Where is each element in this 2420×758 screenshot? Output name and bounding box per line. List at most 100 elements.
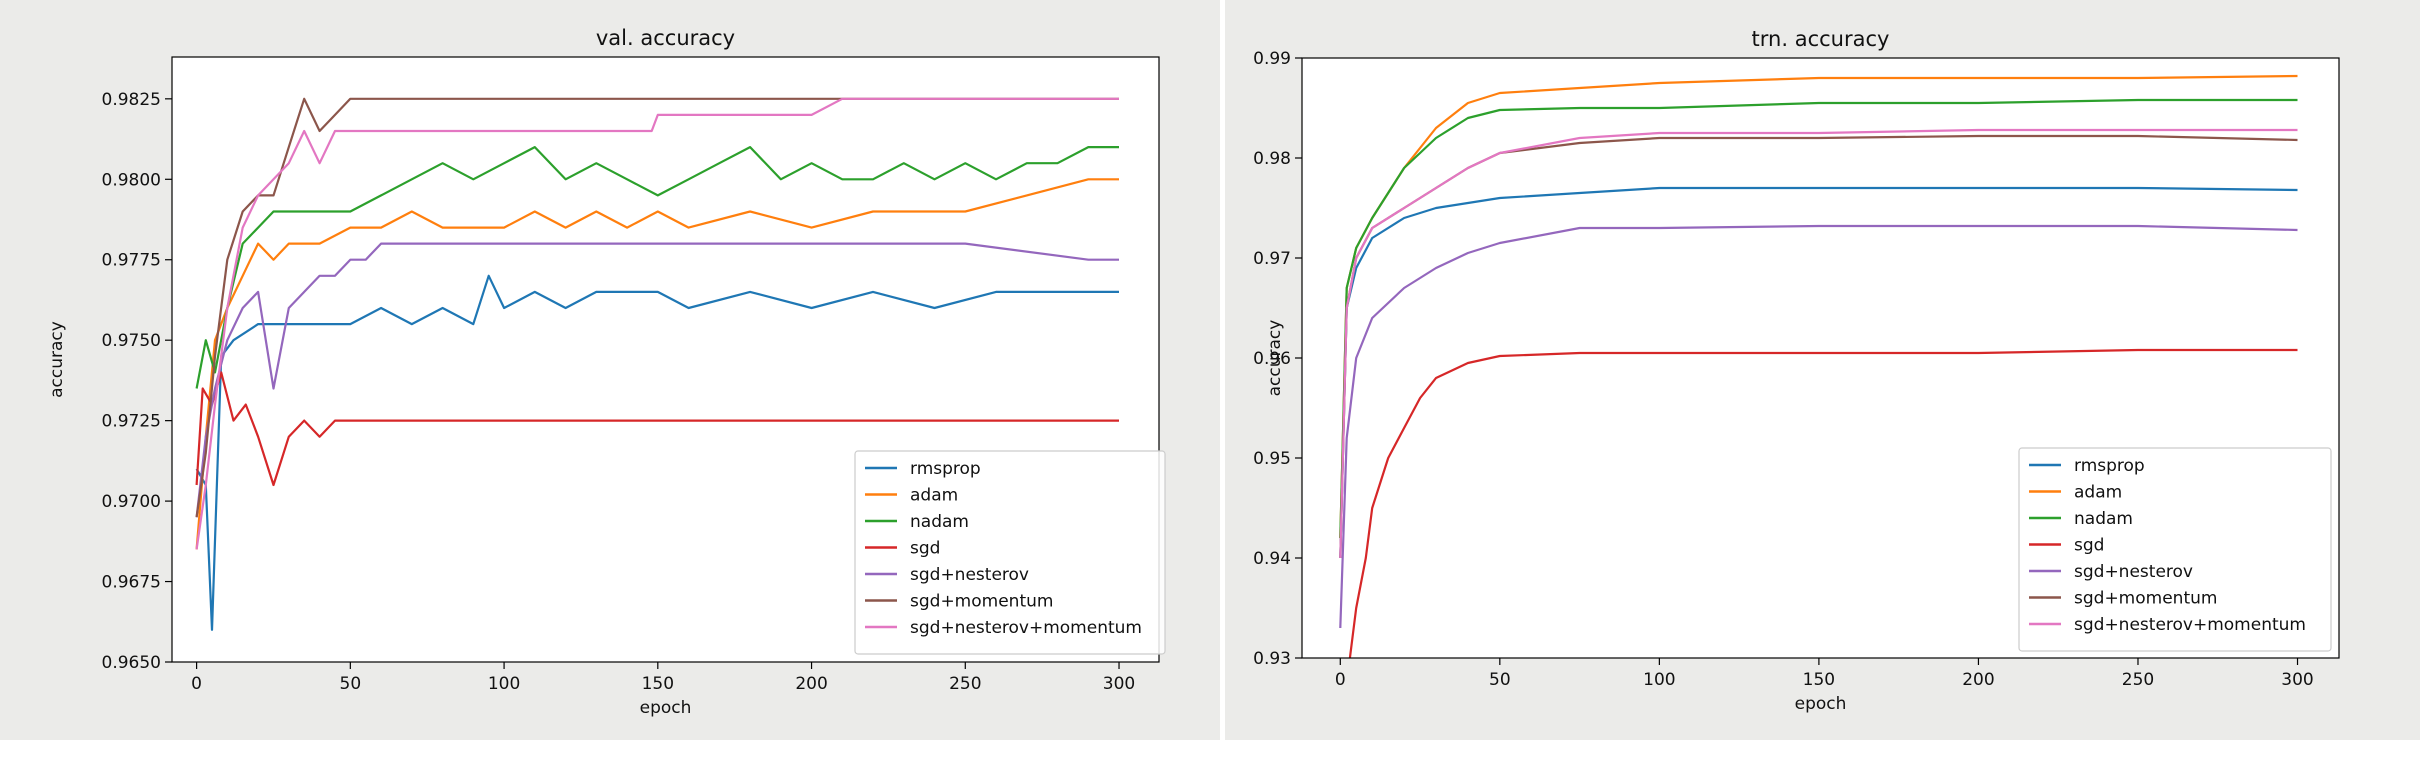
y-axis-label: accuracy <box>47 321 67 398</box>
x-tick-label: 250 <box>949 674 981 694</box>
y-tick: 0.9825 <box>102 90 172 110</box>
x-tick: 150 <box>1803 658 1835 690</box>
legend-item: sgd+momentum <box>2029 589 2217 609</box>
legend-label: adam <box>910 486 958 506</box>
x-tick: 100 <box>488 662 520 694</box>
x-tick: 200 <box>795 662 828 694</box>
legend-item: adam <box>2029 483 2122 503</box>
y-tick: 0.9775 <box>102 251 172 271</box>
legend-label: rmsprop <box>2074 456 2145 476</box>
x-tick: 300 <box>1103 662 1135 694</box>
series-line-adam <box>195 178 1119 550</box>
y-tick-label: 0.9750 <box>102 331 161 351</box>
x-axis-label: epoch <box>640 698 692 718</box>
y-tick-label: 0.98 <box>1253 149 1291 169</box>
trn-accuracy-chart-panel: 0 50 100 150 200 250 300 0.93 0.94 0.95 0.96 0.97 0.… <box>1225 0 2420 740</box>
y-tick: 0.95 <box>1253 449 1302 469</box>
y-tick-label: 0.9775 <box>102 251 161 271</box>
x-tick-label: 50 <box>340 674 362 694</box>
y-tick: 0.93 <box>1253 649 1302 669</box>
legend-label: sgd+momentum <box>2074 589 2217 609</box>
x-tick: 250 <box>2122 658 2154 690</box>
x-tick: 300 <box>2281 658 2314 690</box>
legend-label: sgd+nesterov <box>910 565 1029 585</box>
legend-item: sgd <box>2029 536 2104 556</box>
legend-item: sgd+momentum <box>865 592 1053 612</box>
plot-frame <box>171 56 1160 663</box>
y-tick: 0.99 <box>1253 49 1302 69</box>
y-tick-label: 0.99 <box>1253 49 1291 69</box>
legend-label: adam <box>2074 483 2122 503</box>
y-tick-label: 0.9825 <box>102 90 161 110</box>
x-tick-label: 300 <box>1103 674 1135 694</box>
x-tick-label: 150 <box>1803 670 1835 690</box>
legend-label: sgd <box>2074 536 2104 556</box>
series-line-sgd <box>1348 348 2298 658</box>
x-tick: 50 <box>340 662 362 694</box>
legend-label: nadam <box>2074 509 2133 529</box>
series-line-sgd-nesterov <box>195 242 1119 518</box>
x-tick: 200 <box>1962 658 1995 690</box>
legend-label: sgd <box>910 539 940 559</box>
x-tick: 50 <box>1489 658 1511 690</box>
y-tick-label: 0.9725 <box>102 412 161 432</box>
legend-item: nadam <box>865 512 969 532</box>
legend: rmsprop adam nadam sgd sgd+nesterov sgd+momen… <box>2018 447 2332 652</box>
legend-item: sgd+nesterov <box>2029 562 2193 582</box>
x-tick-label: 150 <box>642 674 674 694</box>
legend-label: sgd+nesterov+momentum <box>910 618 1142 638</box>
legend-item: rmsprop <box>2029 456 2145 476</box>
x-tick-label: 0 <box>1335 670 1346 690</box>
x-tick-label: 100 <box>1643 670 1675 690</box>
series-line-nadam <box>195 146 1119 389</box>
y-tick: 0.9650 <box>102 653 172 673</box>
y-axis-label: accuracy <box>1265 320 1285 397</box>
y-tick-label: 0.96 <box>1253 349 1291 369</box>
legend-label: rmsprop <box>910 459 981 479</box>
x-tick-label: 300 <box>2281 670 2313 690</box>
x-tick: 100 <box>1643 658 1676 690</box>
y-tick: 0.9675 <box>102 573 172 593</box>
series-line-rmsprop <box>195 274 1119 631</box>
y-tick: 0.9800 <box>102 170 172 190</box>
series-line-sgd-nesterov-momentum <box>195 97 1119 550</box>
y-tick-label: 0.94 <box>1253 549 1291 569</box>
x-tick-label: 0 <box>191 674 202 694</box>
legend-label: sgd+momentum <box>910 592 1053 612</box>
x-tick: 150 <box>642 662 674 694</box>
legend-item: sgd+nesterov+momentum <box>2029 615 2306 635</box>
x-tick-label: 200 <box>795 674 827 694</box>
x-tick: 0 <box>191 662 202 694</box>
y-tick-label: 0.97 <box>1253 249 1291 269</box>
trn-accuracy-chart: 0 50 100 150 200 250 300 0.93 0.94 0.95 0.96 0.97 0.… <box>1253 27 2340 714</box>
x-tick-label: 200 <box>1962 670 1994 690</box>
legend-label: sgd+nesterov <box>2074 562 2193 582</box>
y-tick: 0.9725 <box>102 412 172 432</box>
x-tick: 250 <box>949 662 982 694</box>
series-line-rmsprop <box>1339 186 2298 559</box>
y-tick: 0.98 <box>1253 149 1302 169</box>
legend: rmsprop adam nadam sgd sgd+nesterov sgd+momen… <box>854 450 1166 655</box>
y-tick: 0.97 <box>1253 249 1302 269</box>
y-tick-label: 0.9650 <box>102 653 161 673</box>
series-line-nadam <box>1339 98 2298 539</box>
y-tick: 0.96 <box>1253 349 1302 369</box>
val-accuracy-chart-panel: 0 50 100 150 200 250 300 0.9650 0.9675 0.9700 0.97… <box>0 0 1220 740</box>
legend-item: sgd+nesterov <box>865 565 1029 585</box>
chart-title: trn. accuracy <box>1752 27 1890 51</box>
legend-label: nadam <box>910 512 969 532</box>
legend-item: adam <box>865 486 958 506</box>
y-tick-label: 0.93 <box>1253 649 1291 669</box>
series-line-sgd-nesterov-momentum <box>1339 128 2298 559</box>
legend-item: sgd+nesterov+momentum <box>865 618 1142 638</box>
series-line-sgd <box>195 371 1119 487</box>
series-line-sgd-nesterov <box>1339 224 2298 629</box>
val-accuracy-chart: 0 50 100 150 200 250 300 0.9650 0.9675 0.9700 0.97… <box>47 26 1166 718</box>
series-line-sgd-momentum <box>195 97 1119 518</box>
y-tick: 0.9700 <box>102 492 172 512</box>
legend-item: sgd <box>865 539 940 559</box>
x-tick-label: 100 <box>488 674 520 694</box>
y-tick: 0.94 <box>1253 549 1302 569</box>
legend-label: sgd+nesterov+momentum <box>2074 615 2306 635</box>
y-tick-label: 0.9700 <box>102 492 161 512</box>
